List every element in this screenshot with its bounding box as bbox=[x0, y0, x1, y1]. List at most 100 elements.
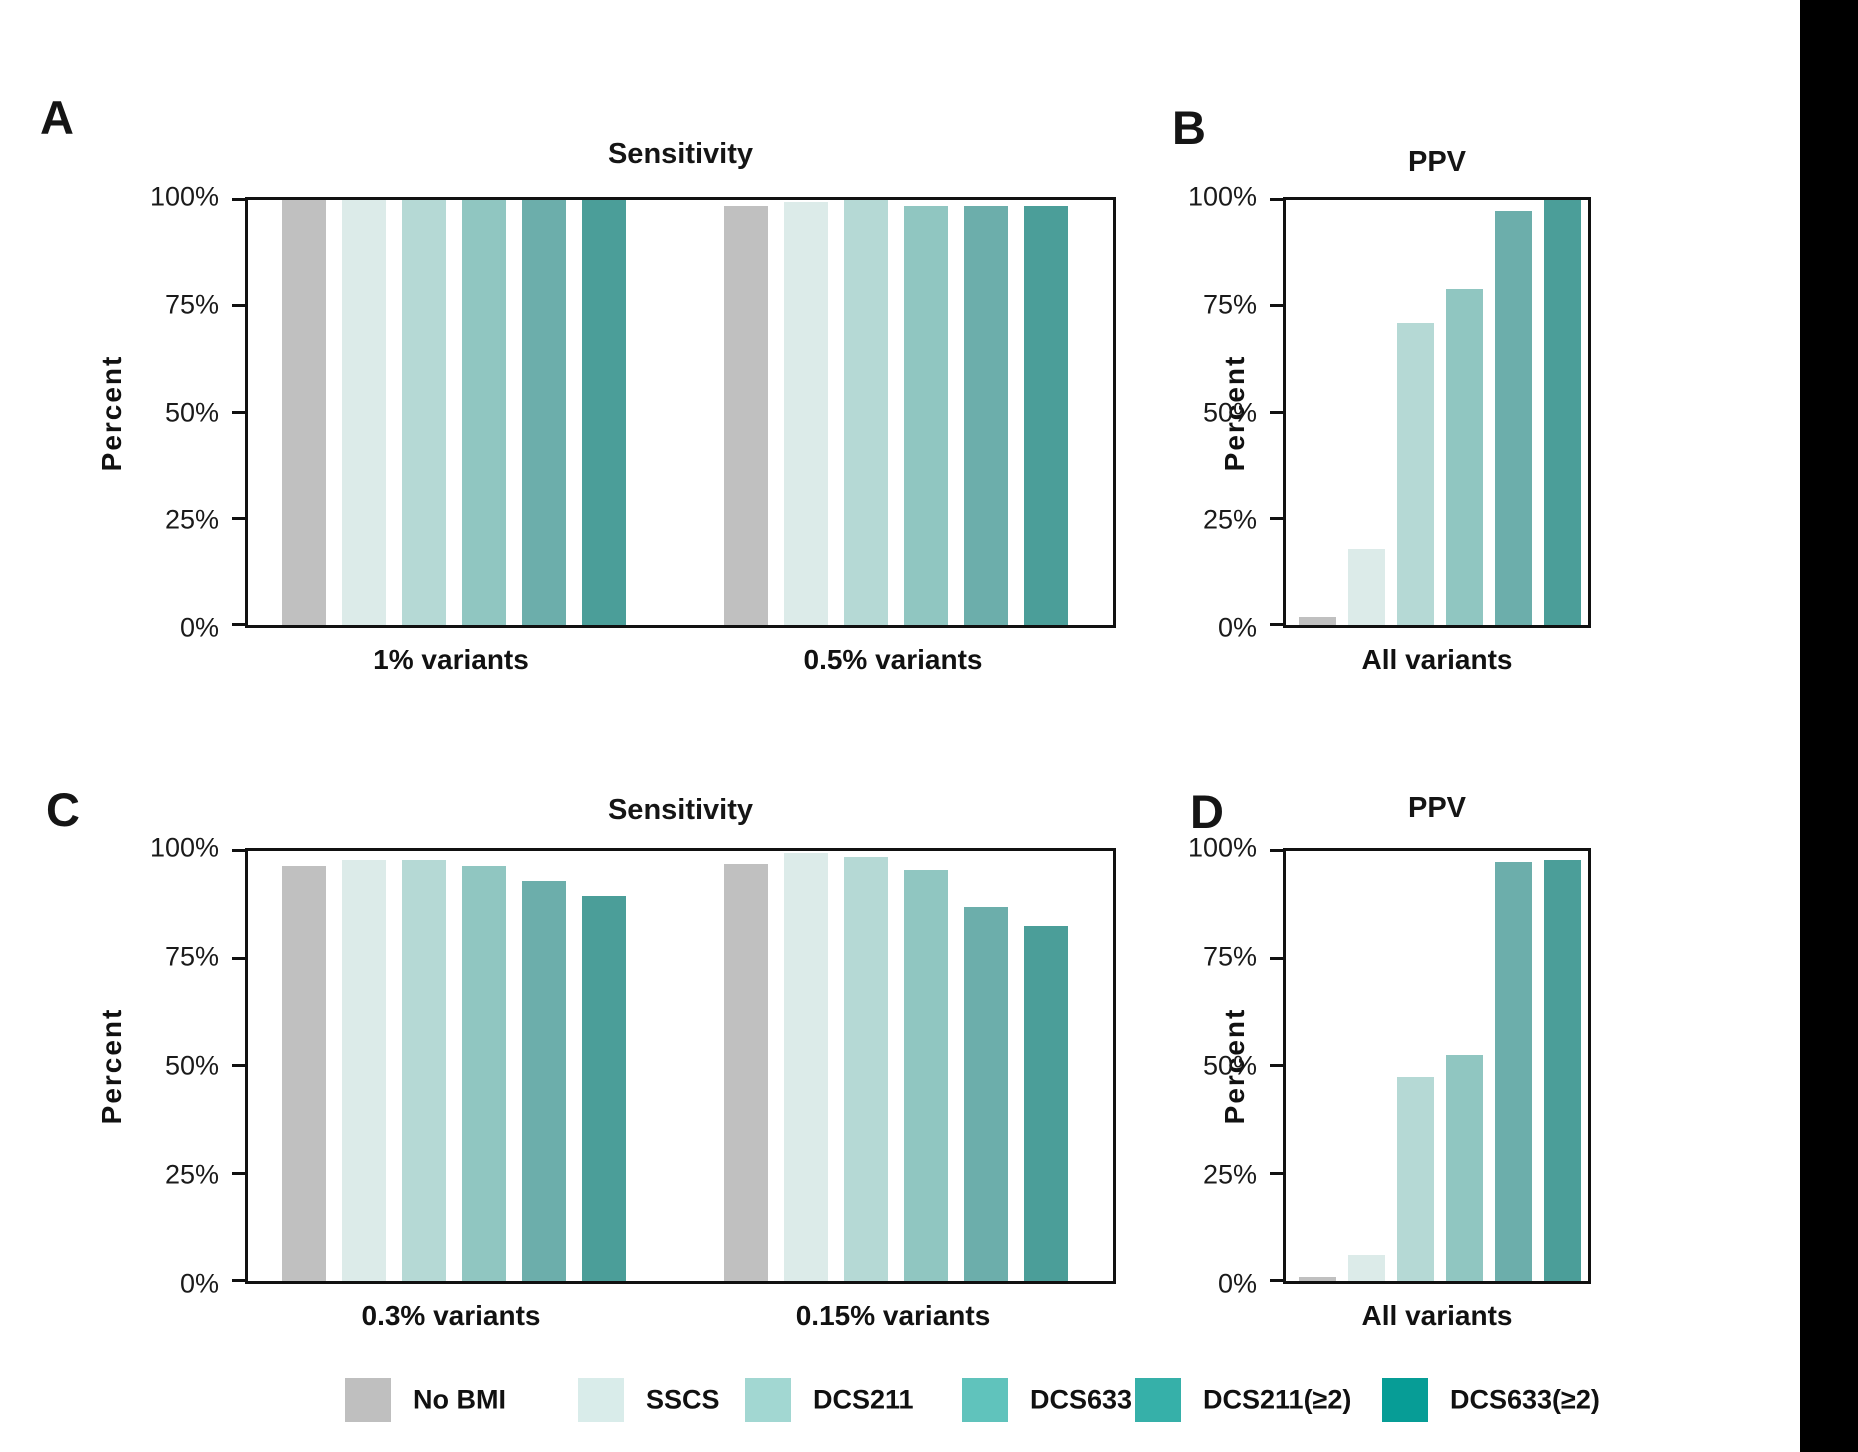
panel-letter-a: A bbox=[40, 91, 74, 144]
y-tick-mark bbox=[1270, 410, 1283, 414]
bar-B-DCS211(≥2) bbox=[1495, 210, 1532, 625]
y-tick-label: 0% bbox=[1217, 1268, 1257, 1299]
y-tick-mark bbox=[232, 198, 245, 201]
bar-A-No BMI bbox=[724, 206, 768, 625]
bar-A-DCS211 bbox=[844, 200, 888, 625]
y-tick-mark bbox=[232, 1064, 245, 1067]
bar-D-DCS211 bbox=[1397, 1076, 1434, 1281]
bar-A-No BMI bbox=[282, 200, 326, 625]
y-tick-label: 0% bbox=[179, 612, 219, 643]
x-category-label: All variants bbox=[1361, 1300, 1513, 1331]
y-tick-label: 100% bbox=[149, 832, 219, 863]
bar-B-No BMI bbox=[1299, 616, 1336, 625]
y-tick-label: 75% bbox=[1202, 941, 1257, 972]
y-tick-label: 100% bbox=[1187, 832, 1257, 863]
y-tick-mark bbox=[232, 849, 245, 852]
bar-C-DCS211(≥2) bbox=[964, 906, 1008, 1281]
y-tick-mark bbox=[1270, 623, 1283, 626]
legend-entry-DCS633: DCS633 bbox=[962, 1378, 1222, 1422]
y-tick-label: 50% bbox=[1202, 1050, 1257, 1081]
y-tick-label: 75% bbox=[164, 289, 219, 320]
panel-letter-b: B bbox=[1172, 101, 1206, 154]
y-tick-mark bbox=[1270, 849, 1283, 852]
bar-B-DCS211 bbox=[1397, 323, 1434, 625]
y-tick-label: 50% bbox=[164, 1050, 219, 1081]
bar-A-DCS633(≥2) bbox=[1024, 206, 1068, 625]
y-tick-label: 50% bbox=[164, 397, 219, 427]
bar-C-No BMI bbox=[724, 863, 768, 1281]
plot-title-sensitivity-bottom: Sensitivity bbox=[607, 794, 754, 826]
y-tick-mark bbox=[232, 516, 245, 520]
y-tick-label: 75% bbox=[164, 941, 219, 972]
y-tick-label: 0% bbox=[1217, 612, 1257, 643]
panel-letter-d: D bbox=[1190, 785, 1224, 838]
plot-title-ppv-bottom: PPV bbox=[1407, 792, 1467, 824]
legend-entry-DCS633(≥2): DCS633(≥2) bbox=[1382, 1378, 1642, 1422]
bar-A-DCS633 bbox=[462, 200, 506, 625]
bar-D-No BMI bbox=[1299, 1276, 1336, 1281]
bar-C-DCS633 bbox=[904, 870, 948, 1281]
legend-label: DCS633(≥2) bbox=[1450, 1384, 1600, 1415]
bar-A-DCS633(≥2) bbox=[582, 200, 626, 625]
y-tick-mark bbox=[232, 623, 245, 626]
y-tick-mark bbox=[1270, 304, 1283, 308]
legend-entry-No BMI: No BMI bbox=[345, 1378, 605, 1422]
bar-C-SSCS bbox=[342, 859, 386, 1281]
y-tick-mark bbox=[232, 956, 245, 960]
bar-C-DCS633(≥2) bbox=[582, 896, 626, 1281]
bar-A-SSCS bbox=[342, 200, 386, 625]
legend-label: DCS211 bbox=[813, 1384, 914, 1415]
x-category-label: 0.15% variants bbox=[795, 1300, 991, 1331]
y-tick-label: 25% bbox=[1202, 504, 1257, 535]
y-tick-label: 75% bbox=[1202, 289, 1257, 320]
bar-B-SSCS bbox=[1348, 548, 1385, 625]
y-axis-label-percent: Percent bbox=[96, 354, 127, 471]
bar-C-DCS211 bbox=[402, 859, 446, 1281]
x-category-label: 1% variants bbox=[373, 644, 529, 675]
legend-swatch-icon bbox=[745, 1378, 791, 1422]
legend-entry-DCS211(≥2): DCS211(≥2) bbox=[1135, 1378, 1395, 1422]
y-tick-label: 50% bbox=[1202, 397, 1257, 427]
y-tick-mark bbox=[232, 410, 245, 414]
y-tick-label: 100% bbox=[1187, 181, 1257, 212]
y-tick-mark bbox=[232, 1279, 245, 1282]
bar-A-DCS211(≥2) bbox=[964, 206, 1008, 625]
y-tick-label: 25% bbox=[164, 504, 219, 535]
bar-A-DCS211 bbox=[402, 200, 446, 625]
bar-C-DCS633(≥2) bbox=[1024, 926, 1068, 1281]
legend-label: No BMI bbox=[413, 1384, 506, 1415]
legend-entry-DCS211: DCS211 bbox=[745, 1378, 1005, 1422]
legend-swatch-icon bbox=[578, 1378, 624, 1422]
legend-label: DCS633 bbox=[1030, 1384, 1133, 1415]
bar-D-DCS211(≥2) bbox=[1495, 861, 1532, 1281]
screenshot-side-strip bbox=[1800, 0, 1858, 1452]
y-tick-mark bbox=[232, 1171, 245, 1175]
bar-C-SSCS bbox=[784, 853, 828, 1281]
legend-swatch-icon bbox=[345, 1378, 391, 1422]
y-tick-label: 25% bbox=[164, 1159, 219, 1190]
plot-title-ppv-top: PPV bbox=[1407, 146, 1467, 178]
y-tick-mark bbox=[1270, 1064, 1283, 1067]
y-tick-mark bbox=[1270, 1279, 1283, 1282]
y-tick-label: 100% bbox=[149, 181, 219, 212]
bar-C-No BMI bbox=[282, 866, 326, 1281]
legend-entry-SSCS: SSCS bbox=[578, 1378, 838, 1422]
plot-area-sensitivity-bottom bbox=[232, 848, 1116, 1284]
bar-A-DCS211(≥2) bbox=[522, 200, 566, 625]
legend-label: DCS211(≥2) bbox=[1203, 1384, 1352, 1415]
x-category-label: All variants bbox=[1361, 644, 1513, 675]
y-axis-label-percent: Percent bbox=[96, 1007, 127, 1125]
plot-title-sensitivity-top: Sensitivity bbox=[607, 138, 754, 170]
y-tick-mark bbox=[1270, 198, 1283, 201]
y-tick-mark bbox=[232, 304, 245, 308]
bar-B-DCS633 bbox=[1446, 289, 1483, 625]
y-tick-label: 0% bbox=[179, 1268, 219, 1299]
bar-D-SSCS bbox=[1348, 1255, 1385, 1281]
bar-D-DCS633 bbox=[1446, 1055, 1483, 1281]
legend-swatch-icon bbox=[1382, 1378, 1428, 1422]
y-tick-mark bbox=[1270, 1171, 1283, 1175]
plot-area-ppv-bottom bbox=[1270, 848, 1591, 1284]
panel-letter-c: C bbox=[46, 783, 80, 836]
y-tick-mark bbox=[1270, 956, 1283, 960]
